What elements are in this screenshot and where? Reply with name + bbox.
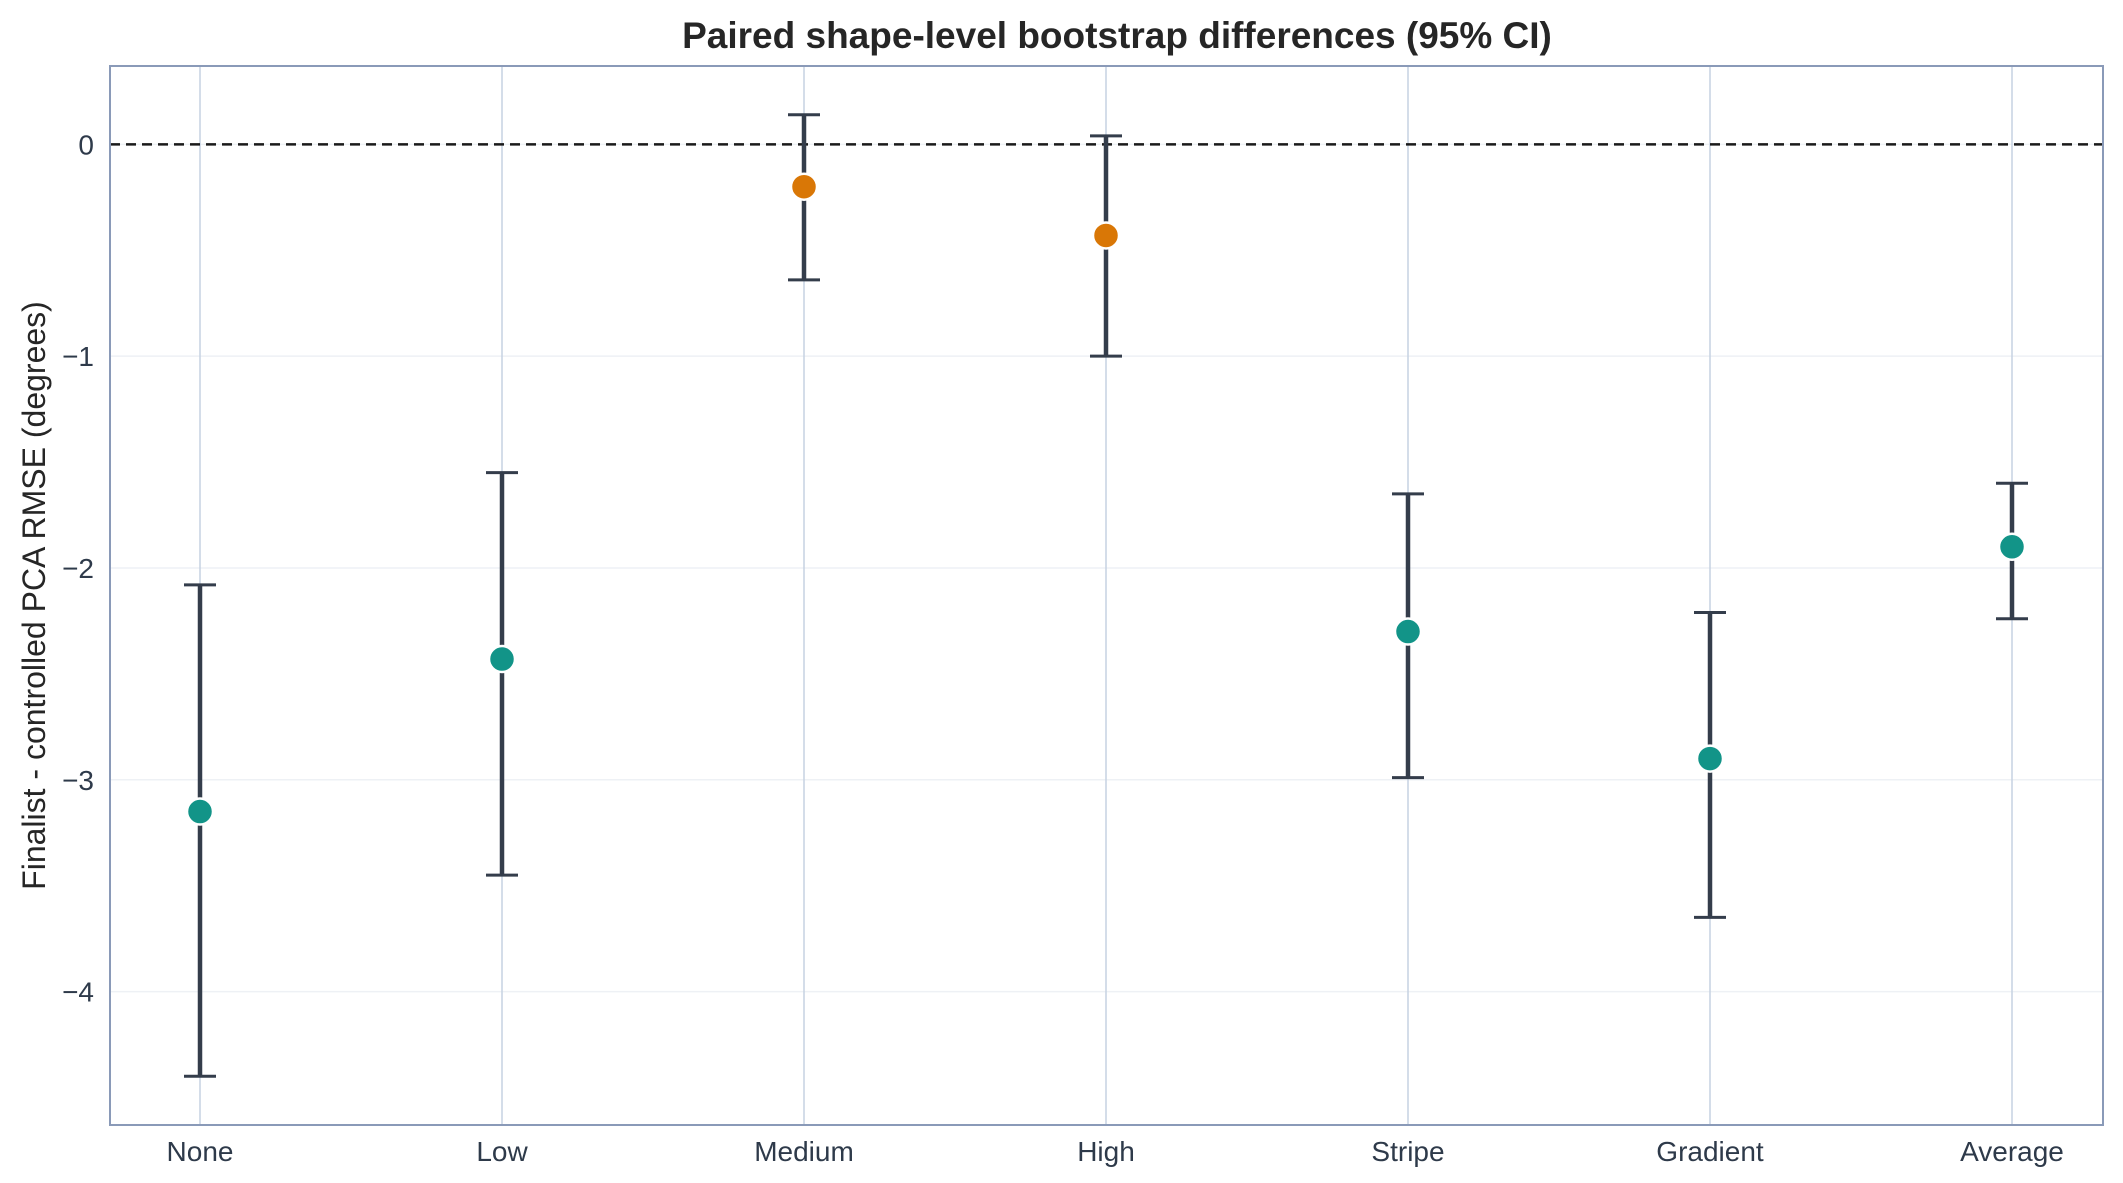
x-tick-label-high: High (1077, 1136, 1135, 1167)
y-axis-label: Finalist - controlled PCA RMSE (degrees) (16, 301, 52, 890)
data-point-medium (789, 172, 819, 201)
chart-title: Paired shape-level bootstrap differences… (682, 15, 1552, 56)
data-point-average (1997, 532, 2027, 562)
y-tick-label: −2 (62, 553, 94, 584)
data-point-gradient (1695, 744, 1725, 773)
x-tick-label-gradient: Gradient (1656, 1136, 1764, 1167)
data-point-stripe (1393, 617, 1423, 646)
data-point-low (487, 644, 517, 674)
data-point-none (185, 797, 215, 826)
x-tick-label-average: Average (1960, 1136, 2064, 1167)
x-tick-labels: None Low Medium High Stripe Gradient Average (167, 1136, 2064, 1167)
data-points (185, 172, 2027, 826)
y-tick-label: −3 (62, 765, 94, 796)
error-bar-none (184, 583, 216, 1078)
x-tick-label-none: None (167, 1136, 234, 1167)
y-tick-label: 0 (78, 129, 94, 160)
plot-frame (109, 65, 2104, 1126)
y-tick-labels: 0 −1 −2 −3 −4 (62, 129, 94, 1007)
x-tick-label-low: Low (476, 1136, 528, 1167)
x-tick-label-stripe: Stripe (1371, 1136, 1444, 1167)
x-tick-label-medium: Medium (754, 1136, 854, 1167)
y-tick-label: −4 (62, 977, 94, 1008)
error-bar-low (486, 471, 518, 877)
y-tick-label: −1 (62, 341, 94, 372)
data-point-high (1091, 221, 1121, 250)
